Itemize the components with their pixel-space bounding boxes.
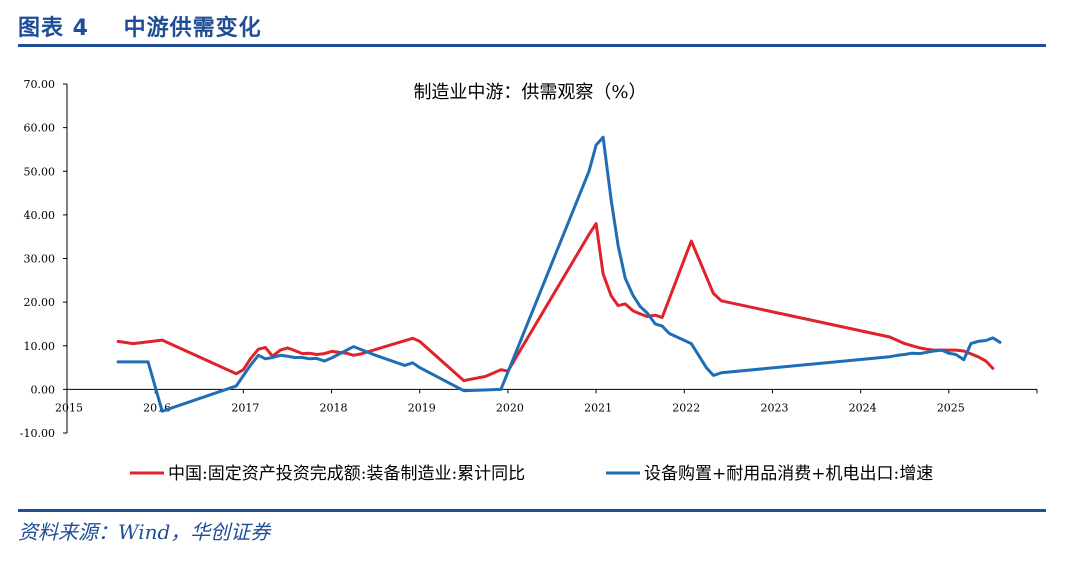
x-tick-label: 2019	[408, 401, 436, 414]
x-tick-label: 2020	[496, 401, 524, 414]
y-tick-label: 50.00	[24, 165, 56, 178]
legend-label-1: 中国:固定资产投资完成额:装备制造业:累计同比	[168, 464, 525, 484]
x-tick-label: 2015	[55, 401, 83, 414]
y-tick-label: 30.00	[24, 253, 56, 266]
series-line-2	[116, 135, 1002, 413]
chart-container: 制造业中游：供需观察（%） 70.00 60.00 50.00 40.00 30.00 20…	[0, 50, 1080, 505]
x-tick-label: 2024	[849, 401, 877, 414]
chart-title: 制造业中游：供需观察（%）	[413, 82, 646, 103]
line-chart: 制造业中游：供需观察（%） 70.00 60.00 50.00 40.00 30.00 20…	[20, 78, 1038, 484]
footer-rule	[18, 509, 1046, 512]
y-tick-label: 20.00	[24, 296, 56, 309]
figure-header: 图表 4 中游供需变化	[18, 10, 262, 42]
x-tick-label: 2018	[320, 401, 348, 414]
figure-title: 图表 4 中游供需变化	[18, 16, 262, 41]
x-tick-label: 2023	[760, 401, 788, 414]
x-tick-label: 2017	[231, 401, 259, 414]
x-tick-label: 2025	[937, 401, 965, 414]
y-tick-label: 40.00	[24, 209, 56, 222]
source-note: 资料来源：Wind，华创证券	[18, 520, 271, 544]
legend-label-2: 设备购置+耐用品消费+机电出口:增速	[644, 464, 933, 484]
y-tick-label: 70.00	[24, 78, 56, 91]
x-tick-label: 2016	[143, 401, 171, 414]
y-tick-label: 10.00	[24, 340, 56, 353]
series-line-1	[116, 222, 995, 383]
y-tick-label: 0.00	[31, 383, 56, 396]
y-tick-label: 60.00	[24, 122, 56, 135]
y-tick-label: -10.00	[20, 427, 55, 440]
header-rule	[18, 44, 1046, 47]
x-tick-label: 2021	[584, 401, 612, 414]
x-tick-label: 2022	[672, 401, 700, 414]
